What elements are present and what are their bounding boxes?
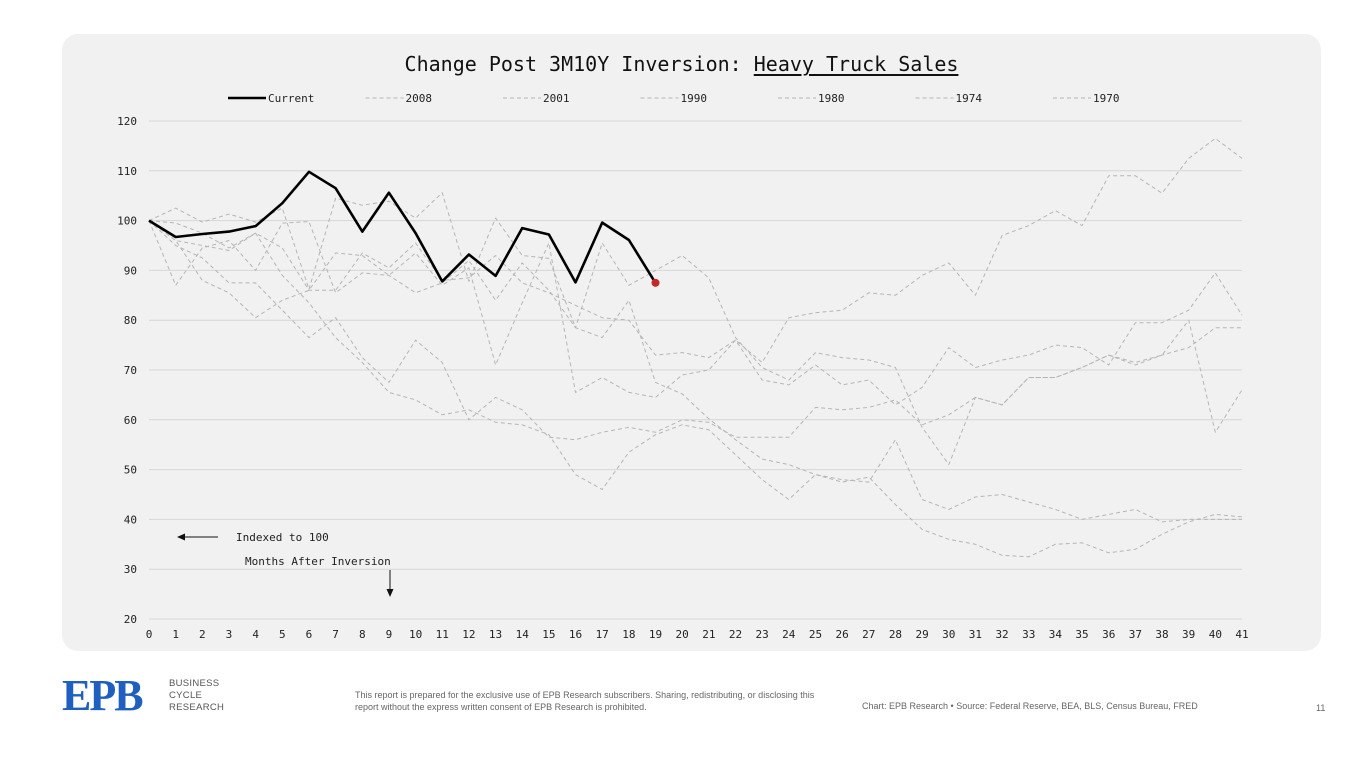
x-tick-label: 1 — [172, 628, 179, 641]
x-tick-label: 29 — [915, 628, 928, 641]
y-tick-label: 30 — [124, 563, 137, 576]
legend-label-2001: 2001 — [543, 92, 570, 105]
series-line-2008 — [148, 192, 1243, 558]
x-tick-label: 32 — [995, 628, 1008, 641]
x-tick-label: 18 — [622, 628, 635, 641]
x-tick-label: 16 — [569, 628, 582, 641]
x-tick-label: 30 — [942, 628, 955, 641]
x-tick-label: 14 — [516, 628, 530, 641]
x-tick-label: 11 — [436, 628, 449, 641]
x-tick-label: 15 — [542, 628, 555, 641]
x-tick-label: 19 — [649, 628, 662, 641]
page-number: 11 — [1316, 703, 1326, 713]
x-tick-label: 22 — [729, 628, 742, 641]
x-tick-label: 31 — [969, 628, 982, 641]
y-tick-label: 90 — [124, 264, 137, 277]
logo-letters: EPB — [62, 671, 144, 720]
y-tick-label: 110 — [117, 165, 137, 178]
legend-label-1970: 1970 — [1093, 92, 1120, 105]
months-annotation: Months After Inversion — [245, 555, 391, 568]
x-tick-label: 0 — [146, 628, 153, 641]
x-tick-label: 39 — [1182, 628, 1195, 641]
x-tick-label: 5 — [279, 628, 286, 641]
legend-label-1990: 1990 — [681, 92, 708, 105]
x-tick-label: 13 — [489, 628, 502, 641]
x-tick-label: 9 — [386, 628, 393, 641]
legend-label-1974: 1974 — [956, 92, 983, 105]
x-tick-label: 23 — [756, 628, 769, 641]
series-line-1980 — [148, 220, 1243, 406]
legend-label-2008: 2008 — [406, 92, 433, 105]
last-value-dot — [651, 278, 660, 287]
months-arrow-head — [386, 589, 394, 597]
indexed-annotation: Indexed to 100 — [236, 531, 329, 544]
chart-panel — [62, 34, 1321, 651]
legend-label-1980: 1980 — [818, 92, 845, 105]
x-tick-label: 8 — [359, 628, 366, 641]
disclaimer-text: This report is prepared for the exclusiv… — [355, 690, 815, 712]
logo-line-2: CYCLE — [169, 690, 203, 701]
y-tick-label: 70 — [124, 364, 137, 377]
y-tick-label: 40 — [124, 513, 137, 526]
x-tick-label: 26 — [835, 628, 848, 641]
logo-line-3: RESEARCH — [169, 702, 225, 713]
x-tick-label: 6 — [306, 628, 313, 641]
x-tick-label: 3 — [226, 628, 233, 641]
x-tick-label: 27 — [862, 628, 875, 641]
x-tick-label: 4 — [252, 628, 259, 641]
x-tick-label: 38 — [1155, 628, 1168, 641]
chart-title-prefix: Change Post 3M10Y Inversion: — [404, 52, 754, 76]
y-tick-label: 50 — [124, 464, 137, 477]
legend-label-current: Current — [268, 92, 314, 105]
logo-subtitle: BUSINESS CYCLE RESEARCH — [169, 678, 224, 714]
x-tick-label: 12 — [462, 628, 475, 641]
x-tick-label: 10 — [409, 628, 422, 641]
x-tick-label: 33 — [1022, 628, 1035, 641]
y-tick-label: 80 — [124, 314, 137, 327]
y-tick-label: 60 — [124, 414, 137, 427]
x-tick-label: 41 — [1235, 628, 1248, 641]
series-line-1990 — [148, 220, 1243, 466]
y-tick-label: 20 — [124, 613, 137, 626]
x-tick-label: 35 — [1075, 628, 1088, 641]
x-tick-label: 40 — [1209, 628, 1222, 641]
series-line-1970 — [148, 220, 1242, 523]
x-tick-label: 36 — [1102, 628, 1115, 641]
y-tick-label: 100 — [117, 215, 137, 228]
x-tick-label: 25 — [809, 628, 822, 641]
x-tick-label: 7 — [332, 628, 339, 641]
y-tick-label: 120 — [117, 115, 137, 128]
x-tick-label: 17 — [596, 628, 609, 641]
series-line-2001 — [148, 137, 1243, 363]
x-tick-label: 21 — [702, 628, 715, 641]
x-tick-label: 28 — [889, 628, 902, 641]
chart-title-emphasis: Heavy Truck Sales — [753, 52, 959, 76]
series-line-current — [148, 170, 657, 284]
x-tick-label: 37 — [1129, 628, 1142, 641]
source-text: Chart: EPB Research • Source: Federal Re… — [862, 701, 1198, 711]
indexed-arrow-head — [177, 533, 185, 541]
x-tick-label: 34 — [1049, 628, 1063, 641]
x-tick-label: 20 — [676, 628, 689, 641]
chart-title: Change Post 3M10Y Inversion: Heavy Truck… — [0, 52, 1363, 76]
x-tick-label: 24 — [782, 628, 796, 641]
logo-line-1: BUSINESS — [169, 678, 220, 689]
x-tick-label: 2 — [199, 628, 206, 641]
series-line-1974 — [148, 220, 1242, 441]
